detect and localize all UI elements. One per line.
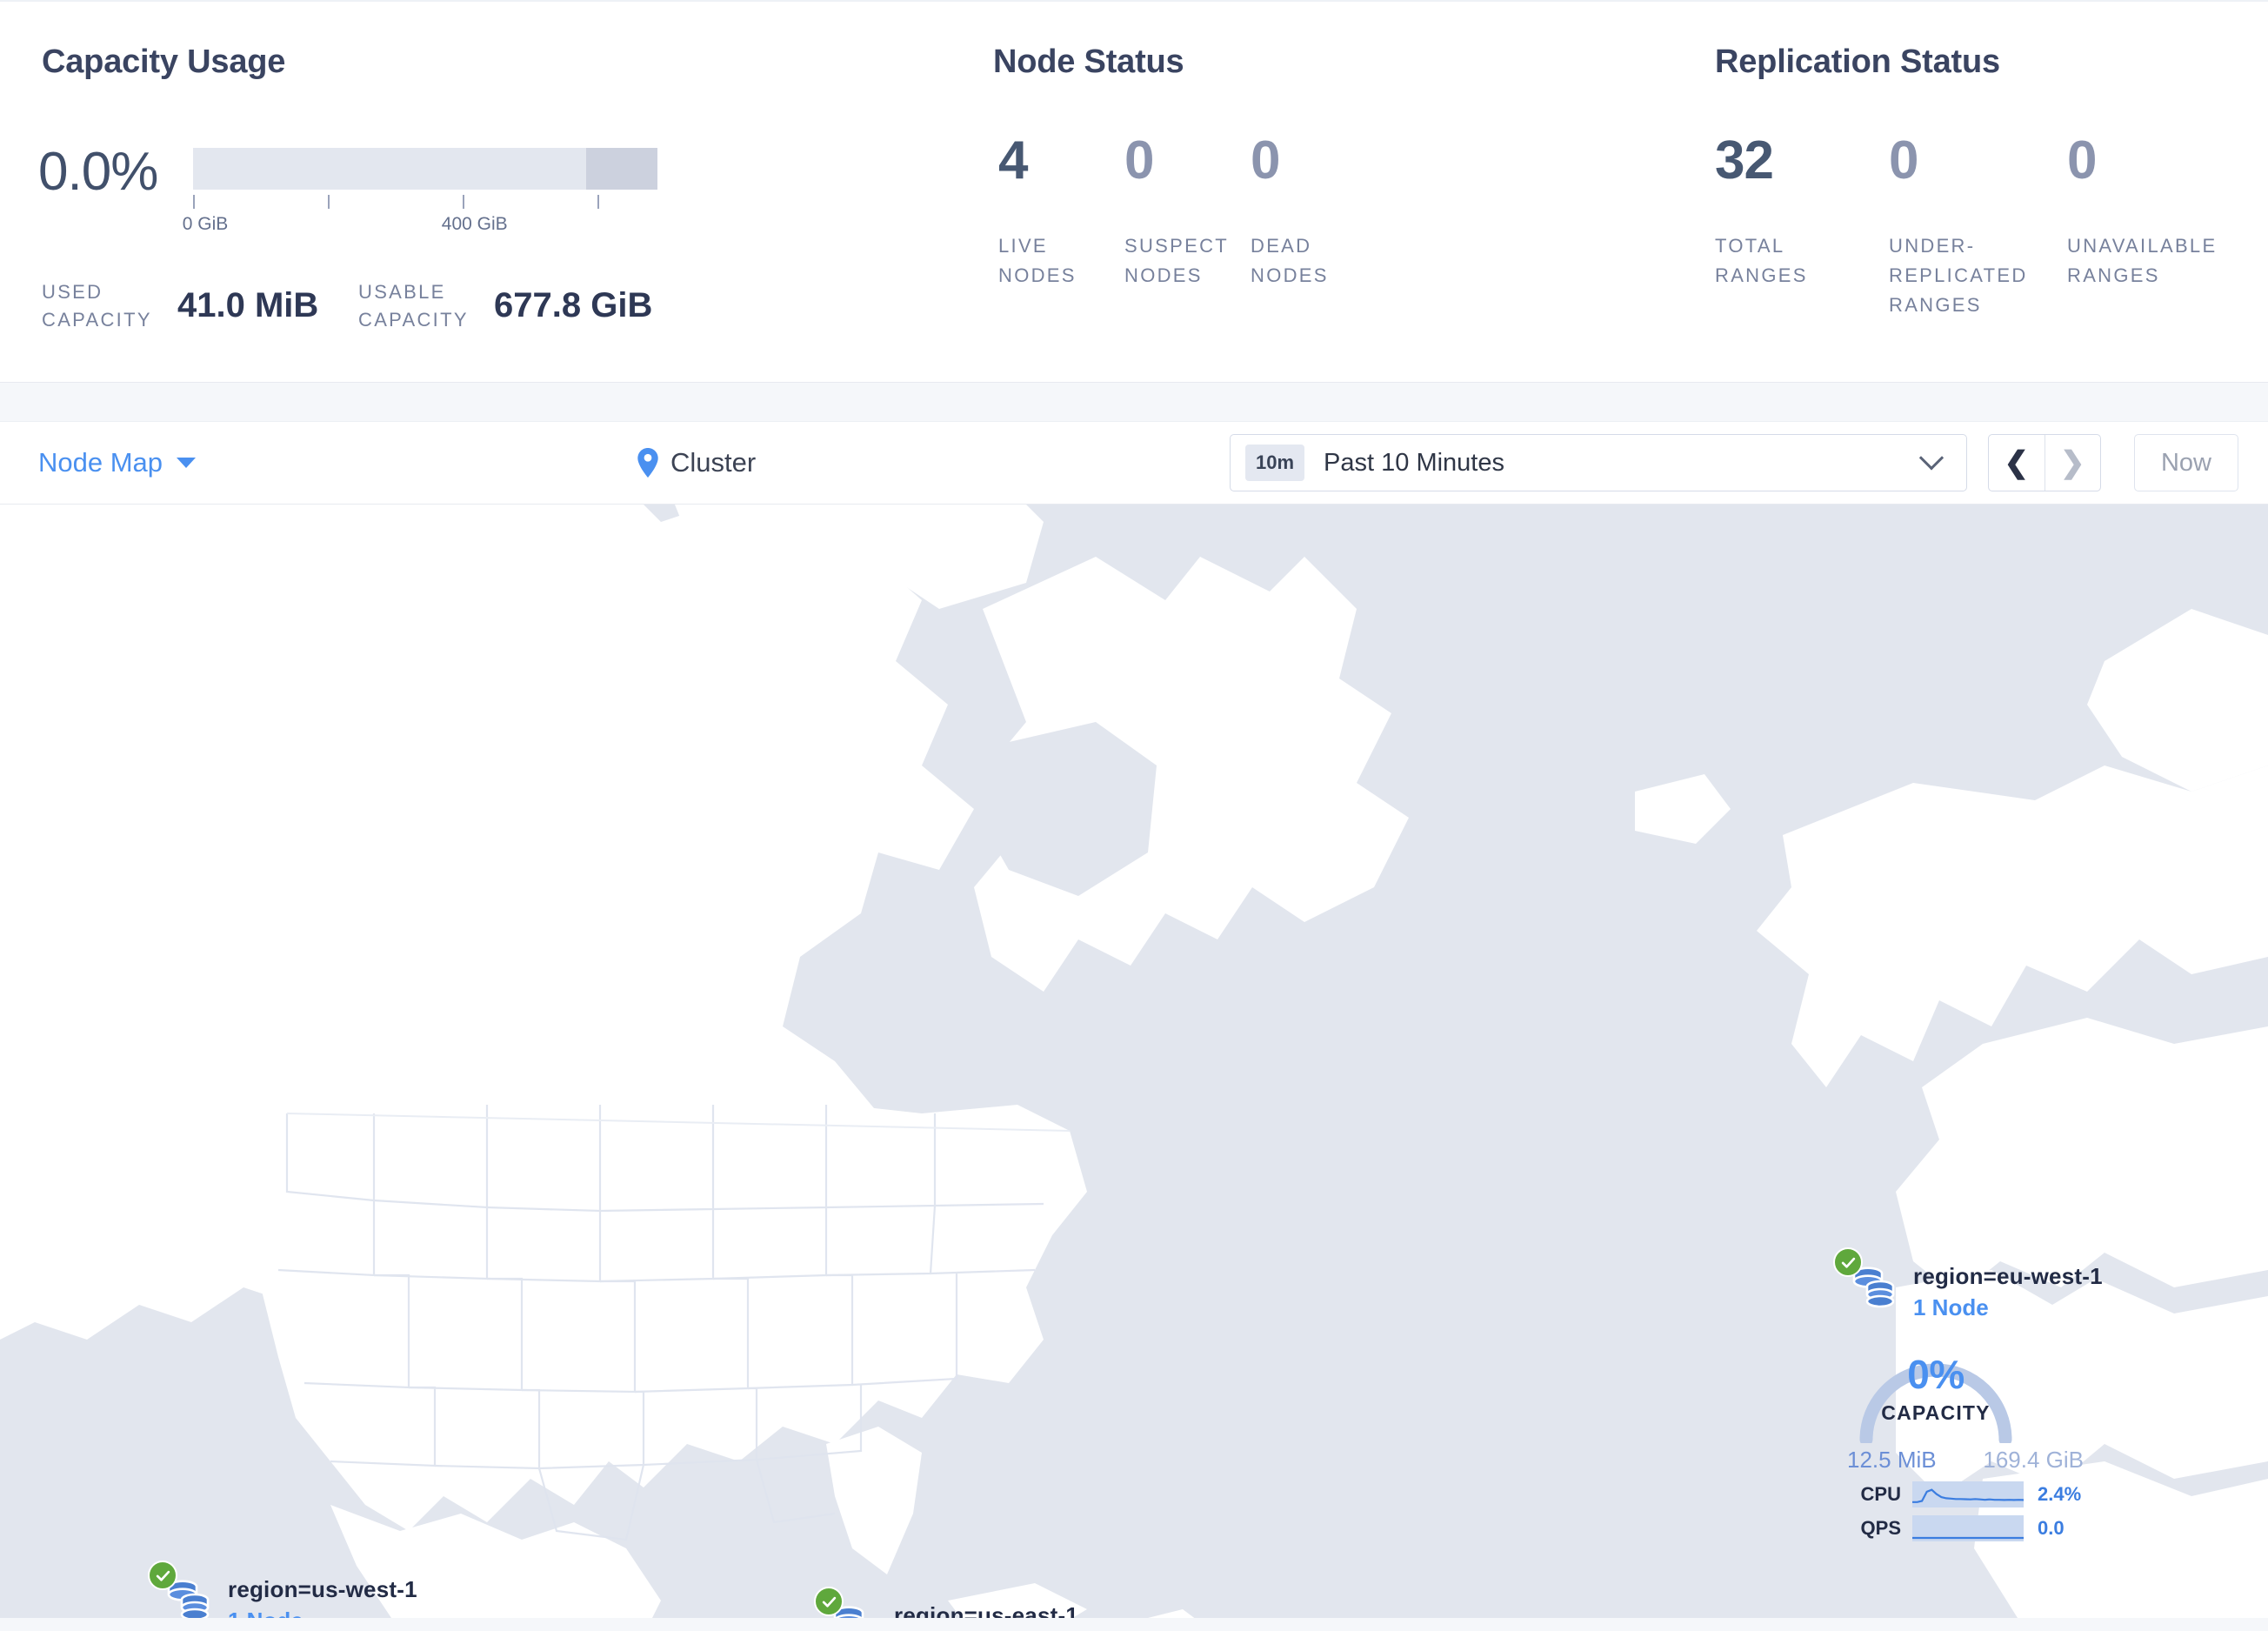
locality-header: region=us-west-1 1 Node (148, 1561, 417, 1618)
node-status-stat-item: 0 DEAD NODES (1251, 130, 1377, 287)
map-toolbar: Node Map Cluster 10m Past 10 Minutes ❮ ❯… (0, 421, 2268, 505)
replication-status-stat-label: UNAVAILABLE RANGES (2067, 235, 2218, 287)
time-range-label: Past 10 Minutes (1324, 448, 1504, 477)
locality-node-count[interactable]: 1 Node (1913, 1294, 1989, 1320)
time-next-button[interactable]: ❯ (2044, 435, 2101, 491)
node-status-stat-value: 0 (1124, 130, 1154, 191)
locality-metric-row: QPS 0.0 (1847, 1515, 2103, 1541)
locality-metric-row: CPU 2.4% (1847, 1481, 2103, 1507)
capacity-usage-title: Capacity Usage (42, 43, 286, 80)
capacity-bar-overflow (586, 148, 657, 190)
locality-used-capacity: 12.5 MiB (1847, 1447, 1937, 1473)
capacity-axis-tick (193, 195, 195, 209)
node-status-stats: 4 LIVE NODES 0 SUSPECT NODES 0 DEAD NODES (998, 130, 1377, 287)
capacity-gauge: 0% CAPACITY (1847, 1332, 2025, 1443)
used-capacity-stat: USED CAPACITY 41.0 MiB (42, 278, 318, 334)
capacity-axis-tick (462, 195, 464, 209)
capacity-axis-labels: 0 GiB 400 GiB (183, 214, 657, 237)
replication-status-stats: 32 TOTAL RANGES 0 UNDER- REPLICATED RANGES 0… (1715, 130, 2241, 317)
usable-capacity-value: 677.8 GiB (494, 286, 653, 325)
locality-text: region=eu-west-1 1 Node (1913, 1263, 2103, 1321)
time-prev-button[interactable]: ❮ (2004, 446, 2030, 479)
node-status-title: Node Status (993, 43, 1184, 80)
locality-name: region=us-west-1 (228, 1576, 417, 1602)
map-pin-icon (637, 448, 659, 478)
usable-capacity-stat: USABLE CAPACITY 677.8 GiB (358, 278, 652, 334)
metric-sparkline (1912, 1515, 2024, 1541)
node-status-stat-value: 0 (1251, 130, 1280, 191)
capacity-usage-row: 12.5 MiB 169.4 GiB (1847, 1447, 2084, 1474)
time-range-badge: 10m (1245, 445, 1305, 481)
locality-header: region=us-east-12 Nodes (814, 1587, 1078, 1618)
metric-value: 2.4% (2038, 1483, 2082, 1505)
capacity-gauge-label: CAPACITY (1881, 1401, 1991, 1424)
now-button[interactable]: Now (2134, 434, 2238, 491)
capacity-bar (193, 148, 657, 190)
time-range-picker[interactable]: 10m Past 10 Minutes (1230, 434, 1967, 491)
chevron-down-icon (177, 458, 197, 468)
metric-label: QPS (1860, 1517, 1901, 1539)
node-map-view-selector-label: Node Map (38, 447, 163, 478)
health-check-icon (1833, 1247, 1863, 1277)
capacity-axis-tick-label: 400 GiB (441, 214, 508, 234)
locality-name: region=us-east-1 (894, 1602, 1078, 1618)
replication-status-stat-item: 0 UNDER- REPLICATED RANGES (1889, 130, 2067, 317)
used-capacity-value: 41.0 MiB (177, 286, 319, 325)
replication-status-stat-value: 0 (2067, 130, 2097, 191)
database-stack-icon (814, 1587, 882, 1618)
node-status-stat-item: 4 LIVE NODES (998, 130, 1124, 287)
replication-status-title: Replication Status (1715, 43, 2000, 80)
capacity-axis-ticks (193, 195, 657, 211)
metric-label: CPU (1860, 1483, 1901, 1505)
locality-name: region=eu-west-1 (1913, 1263, 2103, 1289)
metric-sparkline (1912, 1481, 2024, 1507)
database-stack-icon (148, 1561, 216, 1618)
database-stack-icon (1833, 1247, 1901, 1313)
node-status-stat-label: DEAD NODES (1251, 235, 1329, 287)
node-status-stat-label: LIVE NODES (998, 235, 1077, 287)
breadcrumb[interactable]: Cluster (637, 447, 756, 478)
replication-status-stat-item: 0 UNAVAILABLE RANGES (2067, 130, 2241, 287)
summary-card: Capacity Usage 0.0% 0 GiB 400 GiB USED CA… (0, 0, 2268, 383)
replication-status-stat-value: 0 (1889, 130, 1918, 191)
used-capacity-label: USED CAPACITY (42, 281, 152, 331)
replication-status-stat-value: 32 (1715, 130, 1774, 191)
node-status-stat-label: SUSPECT NODES (1124, 235, 1230, 287)
replication-status-stat-label: TOTAL RANGES (1715, 235, 1808, 287)
replication-status-stat-item: 32 TOTAL RANGES (1715, 130, 1889, 287)
locality-text: region=us-east-12 Nodes (894, 1602, 1078, 1618)
locality-node-count[interactable]: 1 Node (228, 1608, 417, 1618)
locality-total-capacity: 169.4 GiB (1983, 1447, 2084, 1473)
node-status-stat-value: 4 (998, 130, 1028, 191)
chevron-down-icon (1918, 445, 1944, 471)
capacity-gauge-percent: 0% (1907, 1352, 1964, 1397)
capacity-axis-tick (327, 195, 330, 209)
page-footer (0, 1618, 2268, 1631)
capacity-bar-wrap: 0 GiB 400 GiB (183, 148, 657, 237)
usable-capacity-label: USABLE CAPACITY (358, 281, 469, 331)
metric-value: 0.0 (2038, 1517, 2065, 1539)
health-check-icon (814, 1587, 844, 1616)
locality-header: region=eu-west-1 1 Node (1833, 1247, 2103, 1321)
capacity-axis-tick-label: 0 GiB (182, 214, 229, 234)
node-status-stat-item: 0 SUSPECT NODES (1124, 130, 1251, 287)
health-check-icon (148, 1561, 177, 1590)
locality-marker-us-east-1[interactable]: region=us-east-12 Nodes0%CAPACITY16.3 Mi… (814, 1587, 1078, 1618)
node-map-view-selector[interactable]: Node Map (38, 447, 197, 478)
capacity-percent-value: 0.0% (38, 142, 158, 202)
locality-text: region=us-west-1 1 Node (228, 1576, 417, 1618)
replication-status-stat-label: UNDER- REPLICATED RANGES (1889, 235, 2028, 317)
breadcrumb-label: Cluster (670, 447, 757, 478)
world-map-graphic (0, 505, 2268, 1618)
capacity-axis-tick (597, 195, 599, 209)
time-nav-arrows: ❮ ❯ (1988, 434, 2101, 491)
locality-marker-eu-west-1[interactable]: region=eu-west-1 1 Node 0% CAPACITY 12.5 MiB… (1833, 1247, 2103, 1541)
